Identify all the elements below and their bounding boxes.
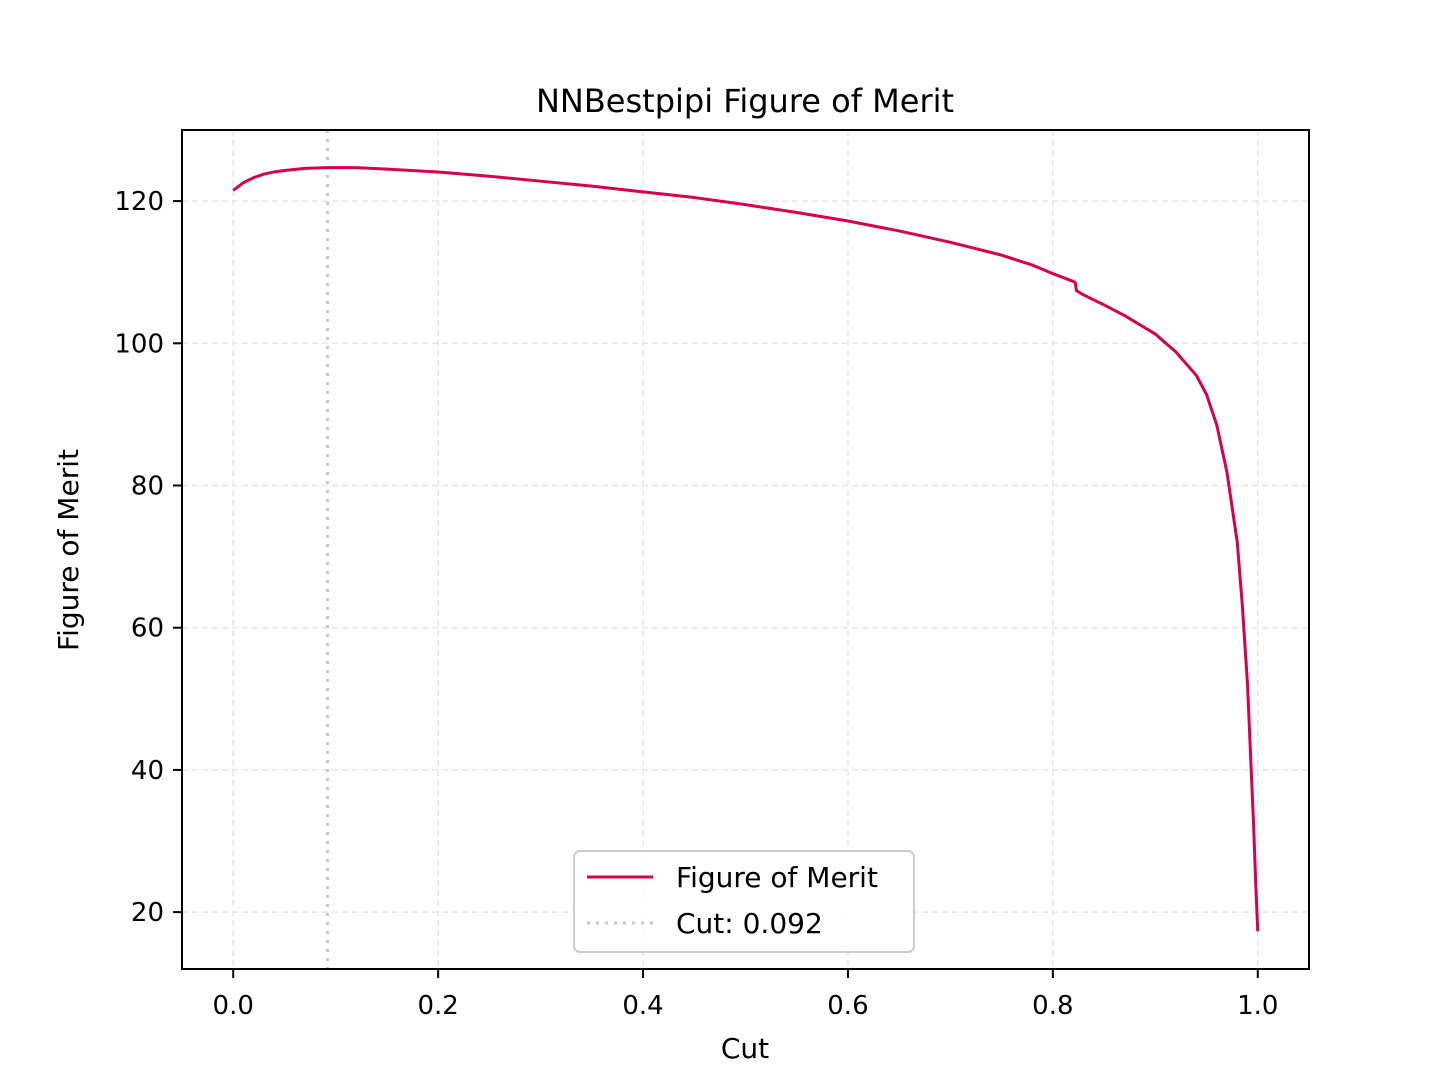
y-tick-label: 100 xyxy=(114,329,164,359)
x-tick-label: 0.8 xyxy=(1032,991,1073,1021)
y-tick-label: 40 xyxy=(131,756,164,786)
x-tick-label: 0.2 xyxy=(417,991,458,1021)
y-axis-ticks: 20 40 60 80 100 120 xyxy=(114,187,182,928)
y-tick-label: 120 xyxy=(114,187,164,217)
legend: Figure of Merit Cut: 0.092 xyxy=(573,850,915,953)
plot-frame xyxy=(181,129,1310,970)
legend-box xyxy=(573,850,915,953)
chart-title: NNBestpipi Figure of Merit xyxy=(536,82,954,120)
y-tick-label: 60 xyxy=(131,614,164,644)
x-tick-label: 0.0 xyxy=(213,991,254,1021)
x-axis-label: Cut xyxy=(721,1032,769,1065)
x-tick-label: 0.4 xyxy=(622,991,663,1021)
y-tick-label: 80 xyxy=(131,472,164,502)
series-line-figure-of-merit xyxy=(232,166,1260,932)
x-tick-label: 1.0 xyxy=(1237,991,1278,1021)
x-tick-label: 0.6 xyxy=(827,991,868,1021)
y-tick-label: 20 xyxy=(131,898,164,928)
legend-label-figure-of-merit: Figure of Merit xyxy=(676,861,878,894)
x-axis-ticks: 0.0 0.2 0.4 0.6 0.8 1.0 xyxy=(213,969,1278,1021)
legend-label-cut: Cut: 0.092 xyxy=(676,907,823,940)
series-layer xyxy=(232,166,1260,932)
y-axis-label: Figure of Merit xyxy=(52,449,85,651)
